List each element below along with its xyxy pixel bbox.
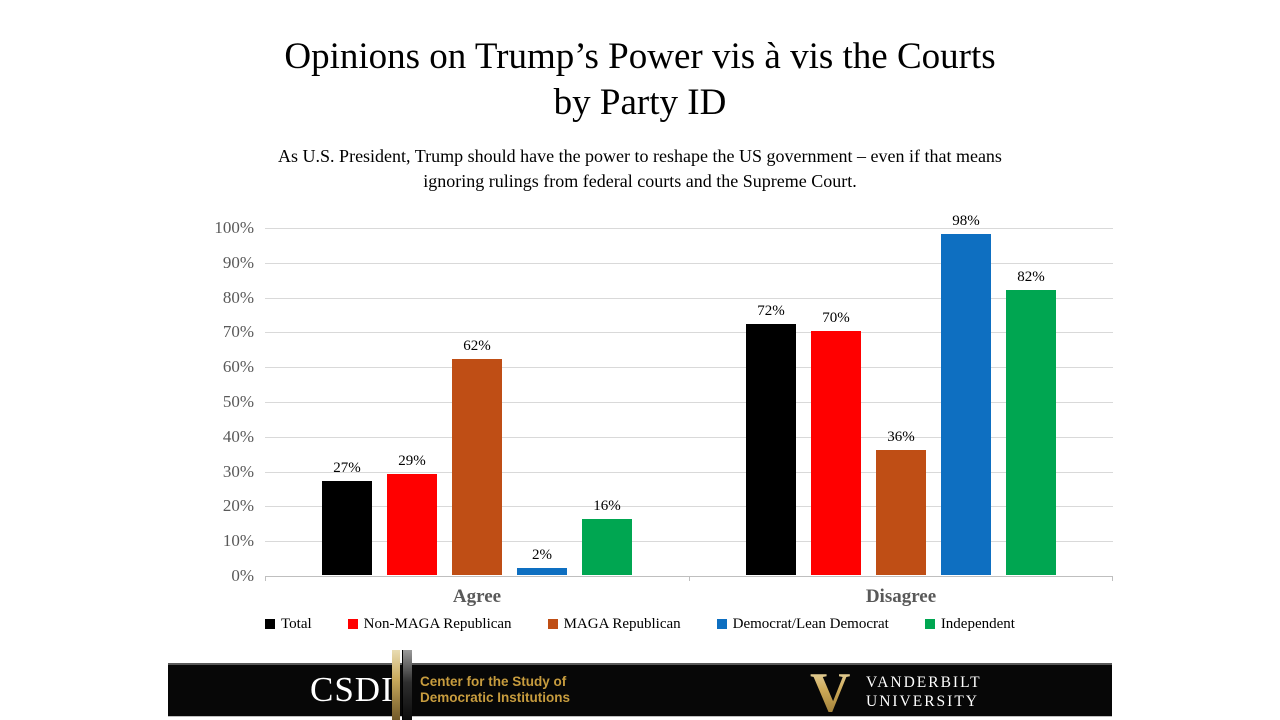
y-axis-labels: 0% 10% 20% 30% 40% 50% 60% 70% 80% 90% 100% — [150, 218, 254, 585]
csdi-divider-gold-bar — [392, 650, 400, 720]
gridline — [265, 297, 1113, 299]
gridline — [265, 471, 1113, 473]
bar-total-disagree — [746, 324, 796, 575]
legend-label-maga-republican: MAGA Republican — [563, 615, 681, 632]
gridline — [265, 506, 1113, 508]
legend-marker-non-maga-republican-icon — [347, 619, 358, 629]
y-tick-label: 20% — [222, 496, 254, 516]
legend-marker-democrat-lean-democrat-icon — [716, 619, 727, 629]
bar-value-label: 98% — [952, 212, 980, 229]
vanderbilt-logo: V VANDERBILT UNIVERSITY — [808, 668, 982, 716]
vanderbilt-name: VANDERBILT UNIVERSITY — [866, 673, 982, 711]
legend-label-total: Total — [281, 615, 312, 632]
category-axis-labels: Agree Disagree — [265, 586, 1113, 610]
bar-value-label: 2% — [532, 547, 552, 564]
y-tick-label: 10% — [222, 531, 254, 551]
chart-title: Opinions on Trump’s Power vis à vis the … — [0, 34, 1280, 126]
bar-maga-republican-disagree — [876, 449, 926, 575]
bar-independent-disagree — [1006, 289, 1056, 575]
gridline — [265, 332, 1113, 334]
legend-item-non-maga-republican: Non-MAGA Republican — [347, 615, 512, 633]
y-tick-label: 80% — [222, 287, 254, 307]
legend-label-non-maga-republican: Non-MAGA Republican — [363, 615, 512, 632]
csdi-logo-text: CSDI — [310, 670, 394, 709]
y-tick-label: 50% — [222, 392, 254, 411]
legend-label-democrat-lean-democrat: Democrat/Lean Democrat — [732, 615, 889, 632]
axis-tick-mark — [265, 576, 266, 581]
bar-value-label: 62% — [463, 338, 491, 355]
vanderbilt-name-line2: UNIVERSITY — [866, 693, 979, 710]
gridline — [265, 541, 1113, 543]
legend-item-total: Total — [265, 616, 312, 633]
bar-value-label: 82% — [1017, 268, 1045, 285]
chart-legend: Total Non-MAGA Republican MAGA Republican D… — [0, 612, 1280, 636]
y-tick-label: 100% — [214, 218, 254, 237]
legend-marker-maga-republican-icon — [547, 619, 558, 629]
gridline — [265, 367, 1113, 369]
bar-value-label: 72% — [757, 303, 785, 320]
vanderbilt-v-icon: V — [810, 668, 850, 716]
y-tick-label: 0% — [231, 566, 254, 585]
axis-tick-mark — [1112, 576, 1113, 581]
y-tick-label: 60% — [222, 357, 254, 377]
y-tick-label: 70% — [222, 322, 254, 342]
bar-value-label: 16% — [593, 498, 621, 515]
bar-value-label: 27% — [333, 460, 361, 477]
footer-banner: CSDI Center for the Study of Democratic … — [168, 650, 1112, 720]
legend-marker-total-icon — [265, 619, 276, 629]
y-tick-label: 40% — [222, 426, 254, 446]
legend-item-independent: Independent — [924, 615, 1015, 633]
legend-marker-independent-icon — [924, 619, 935, 629]
gridline — [265, 436, 1113, 438]
chart-subtitle-line2: ignoring rulings from federal courts and… — [423, 171, 857, 191]
y-tick-label: 90% — [222, 252, 254, 272]
bar-value-label: 36% — [887, 428, 915, 445]
y-tick-label: 30% — [222, 461, 254, 481]
chart-subtitle-line1: As U.S. President, Trump should have the… — [278, 146, 1002, 166]
vanderbilt-v-glyph: V — [810, 668, 850, 716]
bar-independent-agree — [582, 519, 632, 575]
legend-item-democrat-lean-democrat: Democrat/Lean Democrat — [716, 615, 889, 633]
chart-title-line2: by Party ID — [553, 82, 727, 123]
csdi-name-line1: Center for the Study of — [420, 674, 567, 689]
bar-value-label: 70% — [822, 310, 850, 327]
category-label-disagree: Disagree — [865, 586, 937, 607]
csdi-name-line2: Democratic Institutions — [420, 690, 571, 705]
legend-item-maga-republican: MAGA Republican — [547, 615, 681, 633]
csdi-full-name: Center for the Study of Democratic Insti… — [420, 674, 570, 706]
chart-title-line1: Opinions on Trump’s Power vis à vis the … — [284, 36, 996, 77]
category-label-agree: Agree — [452, 586, 502, 607]
gridline — [265, 262, 1113, 264]
bar-value-label: 29% — [398, 453, 426, 470]
legend-label-independent: Independent — [940, 615, 1015, 632]
bar-maga-republican-agree — [452, 359, 502, 575]
bar-non-maga-republican-agree — [387, 474, 437, 575]
csdi-divider-dark-bar — [402, 650, 412, 720]
bar-democrat-lean-democrat-agree — [517, 568, 567, 575]
bar-non-maga-republican-disagree — [811, 331, 861, 575]
gridline — [265, 402, 1113, 403]
plot-area: 27% 29% 62% 2% 16% 72% 70% 36% 98% 82% — [265, 213, 1113, 581]
axis-tick-mark — [689, 576, 690, 581]
vanderbilt-name-line1: VANDERBILT — [866, 674, 982, 691]
chart-subtitle: As U.S. President, Trump should have the… — [0, 144, 1280, 194]
gridline — [265, 228, 1113, 229]
bar-democrat-lean-democrat-disagree — [941, 233, 991, 575]
bar-total-agree — [322, 481, 372, 575]
